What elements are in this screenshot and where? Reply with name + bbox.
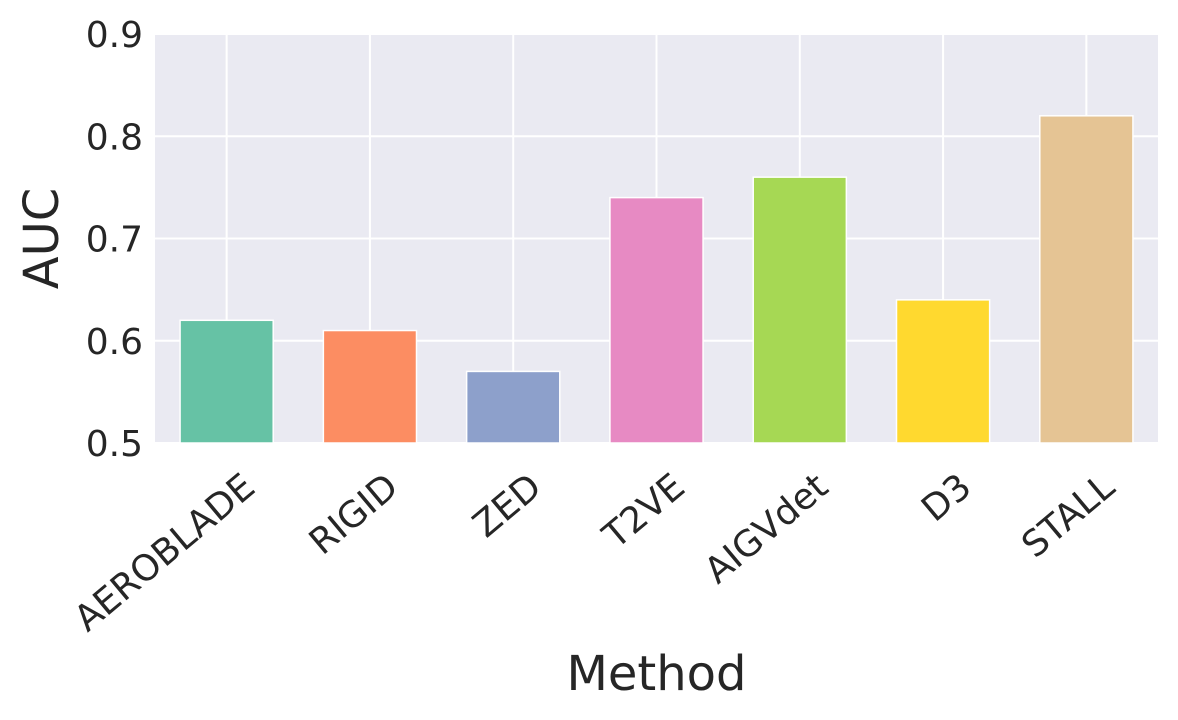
bar-stall bbox=[1039, 115, 1134, 444]
y-tick-label: 0.5 bbox=[86, 424, 143, 465]
x-axis-title: Method bbox=[566, 646, 746, 702]
bar-aeroblade bbox=[179, 319, 274, 444]
y-tick-label: 0.9 bbox=[86, 15, 143, 56]
x-tick-label: STALL bbox=[1014, 466, 1122, 566]
y-tick-label: 0.7 bbox=[86, 220, 143, 261]
bar-d3 bbox=[895, 299, 991, 444]
x-tick-label: RIGID bbox=[302, 466, 406, 563]
y-axis-title: AUC bbox=[14, 188, 70, 289]
bar-zed bbox=[465, 370, 561, 444]
bars bbox=[179, 115, 1134, 444]
y-tick-label: 0.6 bbox=[86, 322, 143, 363]
bar-aigvdet bbox=[752, 176, 848, 444]
bar-t2ve bbox=[609, 196, 704, 444]
x-tick-labels: AEROBLADE RIGID ZED T2VE AIGVdet D3 STALL bbox=[67, 466, 1123, 640]
y-tick-labels: 0.5 0.6 0.7 0.8 0.9 bbox=[86, 15, 143, 465]
bar-rigid bbox=[322, 329, 418, 444]
x-tick-label: ZED bbox=[466, 466, 550, 546]
x-tick-label: D3 bbox=[914, 466, 979, 530]
x-tick-label: AEROBLADE bbox=[67, 466, 263, 640]
y-tick-label: 0.8 bbox=[86, 117, 143, 158]
x-tick-label: AIGVdet bbox=[697, 466, 836, 592]
x-tick-label: T2VE bbox=[595, 466, 693, 557]
